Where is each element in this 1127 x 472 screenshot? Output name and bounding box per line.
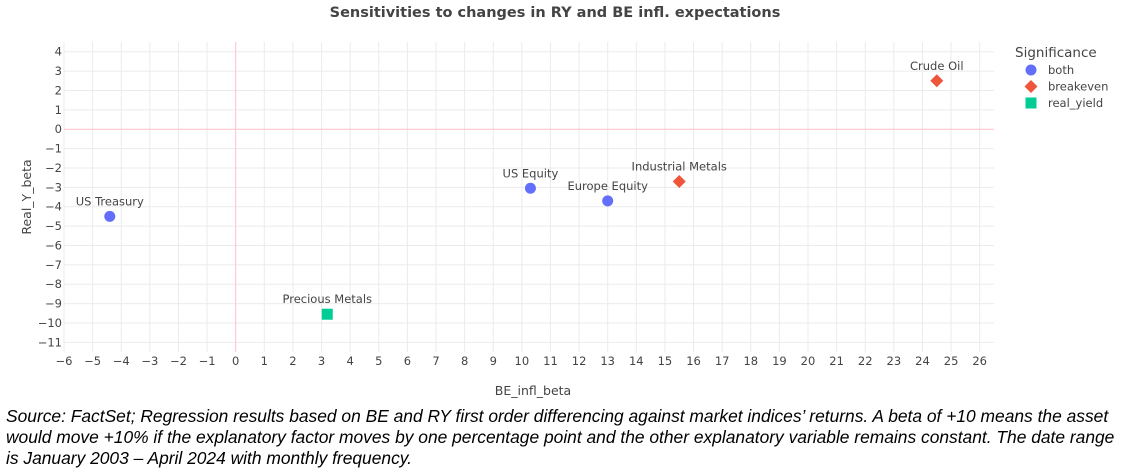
x-tick-label: 21 — [829, 354, 844, 368]
y-tick-label: 2 — [55, 83, 62, 97]
y-tick-label: −2 — [45, 161, 62, 175]
x-tick-label: 5 — [375, 354, 382, 368]
x-tick-label: 1 — [261, 354, 268, 368]
x-tick-label: 24 — [915, 354, 930, 368]
y-tick-label: 1 — [55, 103, 62, 117]
point-label: Precious Metals — [283, 292, 373, 306]
y-tick-label: −10 — [38, 316, 62, 330]
x-tick-label: 13 — [600, 354, 615, 368]
y-tick-label: −4 — [45, 200, 62, 214]
x-tick-label: 12 — [572, 354, 587, 368]
x-tick-label: 25 — [944, 354, 959, 368]
x-tick-label: 9 — [490, 354, 497, 368]
x-tick-label: 19 — [772, 354, 787, 368]
point-breakeven — [930, 74, 944, 88]
source-caption: Source: FactSet; Regression results base… — [6, 406, 1115, 468]
legend: Significance both breakeven real_yield — [1015, 45, 1108, 110]
point-breakeven — [672, 175, 686, 188]
x-tick-label: 4 — [346, 354, 353, 368]
zero-lines — [64, 42, 994, 352]
point-real_yield — [321, 308, 333, 320]
y-tick-label: −1 — [45, 142, 62, 156]
legend-marker-breakeven — [1024, 80, 1038, 93]
chart-title: Sensitivities to changes in RY and BE in… — [330, 5, 781, 21]
y-tick-label: −5 — [45, 219, 62, 233]
point-label: US Treasury — [76, 194, 144, 208]
point-label: US Equity — [503, 166, 559, 180]
x-tick-label: 15 — [658, 354, 673, 368]
point-label: Industrial Metals — [632, 160, 727, 174]
point-both — [602, 195, 614, 207]
x-tick-label: 0 — [232, 354, 239, 368]
x-tick-label: 11 — [543, 354, 558, 368]
x-tick-label: 7 — [432, 354, 439, 368]
x-tick-label: 18 — [743, 354, 758, 368]
x-tick-label: 22 — [858, 354, 873, 368]
y-tick-label: −11 — [38, 335, 62, 349]
x-tick-label: −3 — [141, 354, 158, 368]
x-tick-label: −4 — [113, 354, 130, 368]
legend-title: Significance — [1015, 45, 1097, 61]
legend-entry-label: real_yield — [1048, 96, 1103, 110]
x-tick-label: 26 — [972, 354, 987, 368]
point-both — [524, 182, 536, 194]
x-tick-label: −6 — [56, 354, 73, 368]
x-tick-label: −1 — [199, 354, 216, 368]
x-tick-label: −2 — [170, 354, 187, 368]
x-tick-label: 17 — [715, 354, 730, 368]
scatter-chart: Sensitivities to changes in RY and BE in… — [19, 5, 1108, 398]
data-points: US Treasury US Equity Europe Equity Industr… — [76, 59, 964, 320]
point-both — [104, 210, 116, 222]
y-tick-label: −9 — [45, 297, 62, 311]
legend-marker-both — [1025, 64, 1037, 76]
x-axis-ticks: −6 −5 −4 −3 −2 −1 0 1 2 3 4 5 6 7 8 9 10 11 12 13 14 15 16 17 18… — [56, 354, 987, 368]
x-tick-label: 10 — [515, 354, 530, 368]
y-tick-label: −3 — [45, 180, 62, 194]
y-tick-label: 3 — [55, 64, 62, 78]
legend-entry-label: breakeven — [1048, 80, 1108, 94]
x-axis-label: BE_infl_beta — [495, 383, 571, 398]
x-tick-label: 3 — [318, 354, 325, 368]
y-tick-label: 0 — [55, 122, 62, 136]
x-tick-label: −5 — [84, 354, 101, 368]
x-tick-label: 16 — [686, 354, 701, 368]
point-label: Europe Equity — [567, 179, 648, 193]
x-tick-label: 14 — [629, 354, 644, 368]
y-tick-label: −7 — [45, 258, 62, 272]
x-tick-label: 23 — [887, 354, 902, 368]
grid — [63, 42, 994, 352]
x-tick-label: 8 — [461, 354, 468, 368]
y-tick-label: 4 — [55, 45, 62, 59]
legend-entry-label: both — [1048, 63, 1074, 77]
x-tick-label: 2 — [289, 354, 296, 368]
y-axis-ticks: 4 3 2 1 0 −1 −2 −3 −4 −5 −6 −7 −8 −9 −10 −11 — [38, 45, 62, 350]
y-tick-label: −6 — [45, 238, 62, 252]
x-tick-label: 20 — [801, 354, 816, 368]
y-axis-label: Real_Y_beta — [19, 159, 34, 234]
legend-marker-real_yield — [1025, 97, 1037, 109]
y-tick-label: −8 — [45, 277, 62, 291]
x-tick-label: 6 — [404, 354, 411, 368]
point-label: Crude Oil — [910, 59, 964, 73]
